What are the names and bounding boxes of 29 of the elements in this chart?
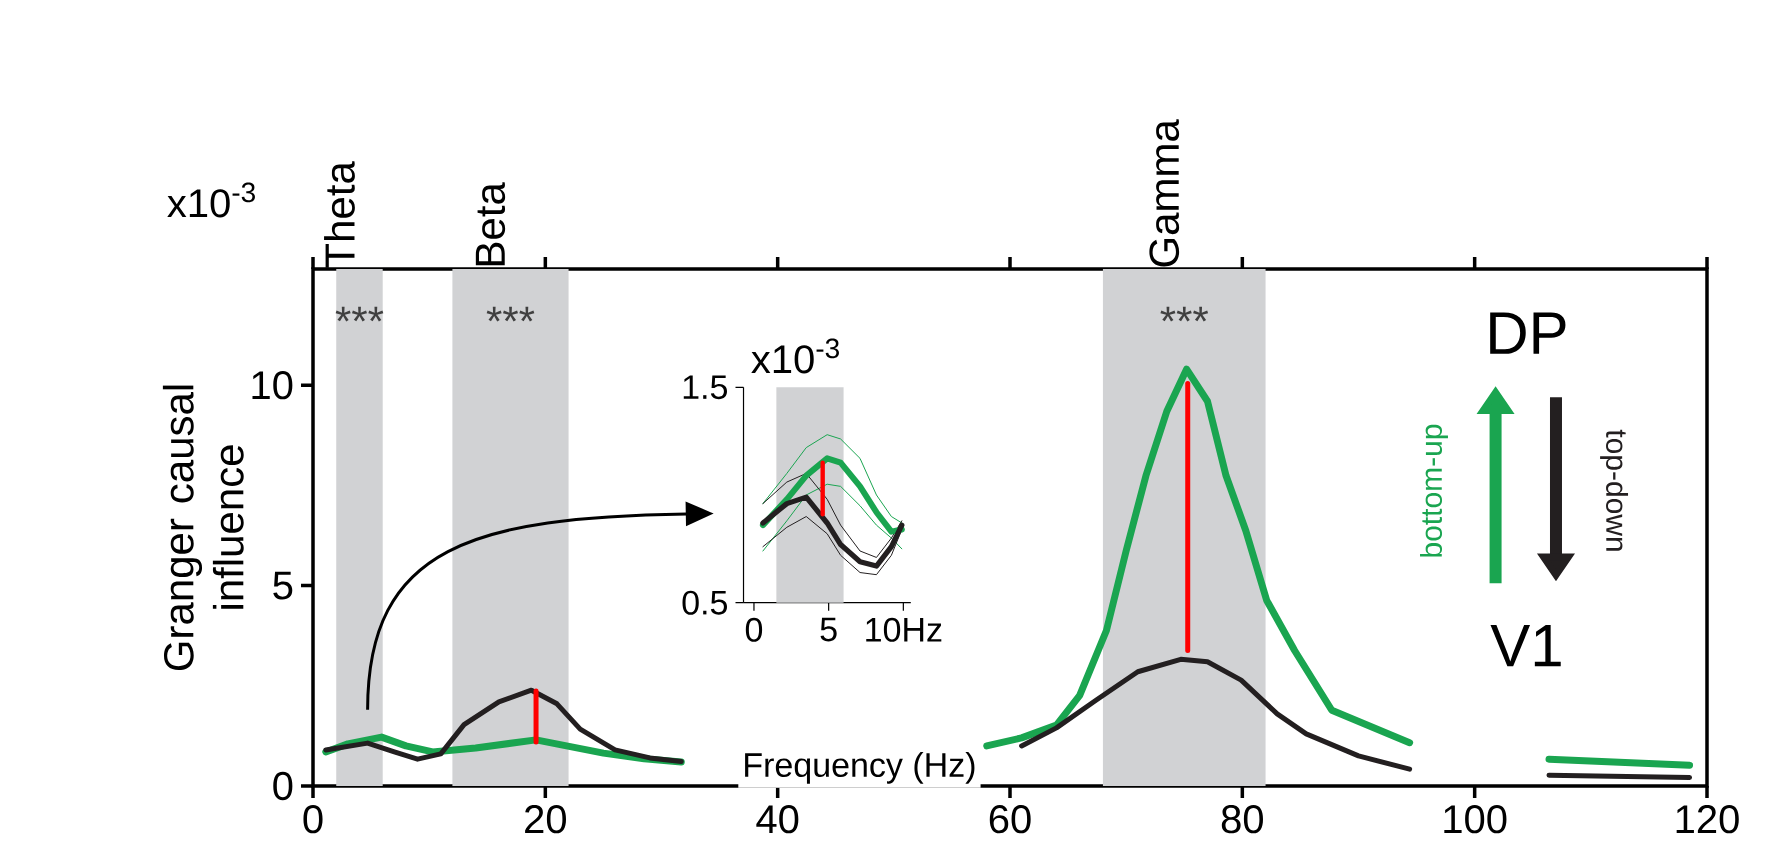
annotation: *** xyxy=(335,306,384,322)
y-tick-label: 10 xyxy=(252,371,293,400)
y-tick-label: 5 xyxy=(273,571,293,600)
text: bottom-up xyxy=(1420,424,1448,557)
x-tick-label: 100 xyxy=(1444,805,1507,834)
y-tick-label: 1.5 xyxy=(683,375,727,400)
band-label: Gamma xyxy=(1149,119,1180,267)
x-tick-label: 60 xyxy=(989,805,1031,834)
x-tick-label: 80 xyxy=(1221,805,1263,834)
text: x10$^{-3}$ xyxy=(167,182,255,218)
y-tick-label: 0 xyxy=(273,771,293,801)
x-tick-label: 120 xyxy=(1676,805,1739,834)
annotation: *** xyxy=(486,306,535,322)
band-label: Theta xyxy=(324,161,355,268)
text: top-down xyxy=(1600,429,1629,551)
band-label: Beta xyxy=(475,182,506,266)
annotation: V1 xyxy=(1490,625,1561,667)
x-tick-label: 0 xyxy=(303,805,323,834)
annotation: *** xyxy=(1160,306,1209,322)
x-tick-label: 5 xyxy=(820,617,837,642)
x-axis-title: Frequency (Hz) xyxy=(745,752,975,784)
y-axis-title: Granger causal influence xyxy=(162,385,244,671)
y-tick-label: 0.5 xyxy=(682,590,727,615)
x-tick-label: 10Hz xyxy=(866,617,942,642)
annotation: x10$^{-3}$ xyxy=(751,338,839,374)
x-tick-label: 40 xyxy=(756,805,799,834)
x-tick-label: 0 xyxy=(745,617,763,642)
x-tick-label: 20 xyxy=(525,805,566,834)
annotation: DP xyxy=(1490,312,1566,354)
